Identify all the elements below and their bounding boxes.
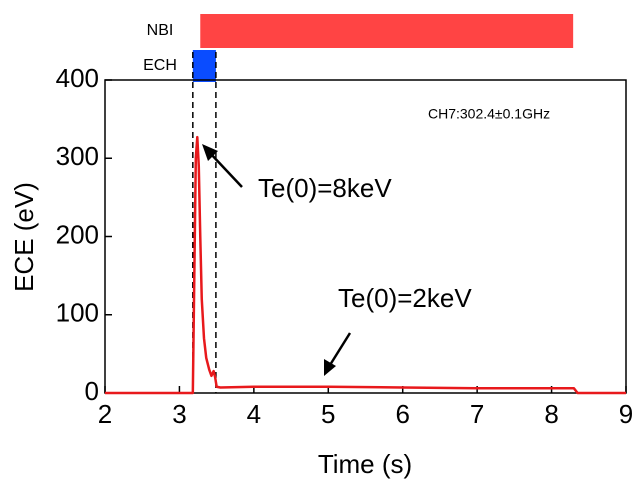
y-tick-label: 100 bbox=[56, 298, 99, 328]
y-tick-label: 200 bbox=[56, 219, 99, 249]
heating-label: NBI bbox=[147, 22, 174, 39]
y-tick-label: 300 bbox=[56, 141, 99, 171]
x-tick-label: 9 bbox=[619, 399, 633, 429]
plot-frame bbox=[104, 79, 627, 394]
x-tick-label: 7 bbox=[470, 399, 484, 429]
arrow bbox=[202, 144, 352, 376]
heating-bar bbox=[192, 50, 216, 82]
heating-label: ECH bbox=[143, 57, 177, 74]
y-axis-label: ECE (eV) bbox=[9, 182, 39, 292]
annotation: Te(0)=2keV bbox=[338, 283, 472, 313]
annotation: CH7:302.4±0.1GHz bbox=[428, 106, 550, 122]
x-tick-label: 2 bbox=[98, 399, 112, 429]
x-tick-label: 6 bbox=[395, 399, 409, 429]
x-tick-label: 3 bbox=[172, 399, 186, 429]
x-tick-label: 8 bbox=[544, 399, 558, 429]
data-line bbox=[105, 135, 626, 395]
x-tick-label: 5 bbox=[321, 399, 335, 429]
x-tick-label: 4 bbox=[247, 399, 261, 429]
annotation: Te(0)=8keV bbox=[258, 173, 392, 203]
heating-bar bbox=[200, 14, 574, 48]
y-tick-label: 0 bbox=[85, 376, 99, 406]
y-tick-label: 400 bbox=[56, 63, 99, 93]
x-axis-label: Time (s) bbox=[318, 449, 412, 479]
